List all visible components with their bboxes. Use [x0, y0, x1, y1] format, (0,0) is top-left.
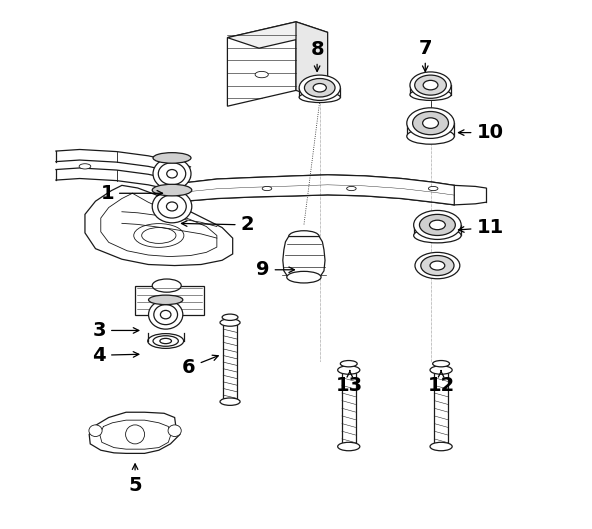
Ellipse shape [158, 163, 186, 185]
Text: 9: 9 [256, 260, 294, 279]
Ellipse shape [153, 158, 191, 189]
Ellipse shape [423, 80, 438, 90]
Ellipse shape [289, 231, 319, 242]
Ellipse shape [262, 186, 272, 190]
Ellipse shape [255, 71, 268, 78]
Ellipse shape [430, 261, 445, 270]
Ellipse shape [299, 75, 340, 101]
Ellipse shape [152, 184, 192, 196]
Ellipse shape [410, 72, 451, 98]
Polygon shape [185, 175, 454, 205]
Text: 8: 8 [310, 40, 324, 71]
Ellipse shape [407, 108, 454, 139]
Ellipse shape [153, 153, 191, 163]
Ellipse shape [154, 305, 178, 325]
Ellipse shape [166, 202, 178, 211]
Ellipse shape [153, 336, 178, 346]
Ellipse shape [167, 169, 177, 178]
Ellipse shape [304, 78, 335, 97]
Ellipse shape [149, 295, 183, 305]
Ellipse shape [340, 361, 357, 367]
Ellipse shape [421, 256, 454, 276]
Ellipse shape [423, 118, 439, 129]
Ellipse shape [152, 279, 181, 292]
Ellipse shape [141, 227, 176, 243]
Polygon shape [296, 22, 327, 101]
Text: 13: 13 [336, 371, 363, 395]
Ellipse shape [313, 84, 326, 92]
Ellipse shape [79, 164, 91, 169]
Text: 5: 5 [128, 464, 142, 495]
Ellipse shape [347, 186, 356, 190]
Ellipse shape [413, 112, 449, 135]
Ellipse shape [220, 319, 240, 326]
Ellipse shape [160, 339, 172, 344]
Polygon shape [227, 22, 296, 106]
Ellipse shape [220, 398, 240, 405]
Text: 11: 11 [458, 218, 504, 237]
Ellipse shape [337, 366, 360, 374]
Text: 2: 2 [182, 215, 254, 234]
Ellipse shape [420, 214, 455, 235]
Ellipse shape [430, 366, 452, 374]
Ellipse shape [287, 271, 321, 283]
Polygon shape [135, 286, 204, 315]
Ellipse shape [168, 425, 181, 436]
Ellipse shape [433, 361, 449, 367]
Polygon shape [283, 236, 325, 277]
Ellipse shape [430, 442, 452, 451]
Ellipse shape [414, 228, 461, 243]
Polygon shape [227, 22, 327, 48]
Ellipse shape [407, 129, 454, 144]
Text: 10: 10 [458, 123, 503, 142]
Text: 12: 12 [427, 371, 455, 395]
Text: 3: 3 [92, 321, 139, 340]
Polygon shape [89, 412, 180, 453]
Ellipse shape [148, 334, 184, 349]
Ellipse shape [152, 190, 192, 223]
Ellipse shape [415, 252, 460, 279]
Ellipse shape [415, 75, 446, 95]
Text: 4: 4 [92, 346, 139, 365]
Ellipse shape [410, 89, 451, 101]
Ellipse shape [149, 300, 183, 329]
Ellipse shape [299, 92, 340, 103]
Ellipse shape [89, 425, 102, 436]
Circle shape [126, 425, 144, 444]
Ellipse shape [429, 220, 445, 230]
Text: 7: 7 [419, 39, 432, 71]
Polygon shape [85, 185, 233, 266]
Ellipse shape [222, 314, 238, 321]
Ellipse shape [134, 224, 184, 248]
Ellipse shape [337, 442, 360, 451]
Ellipse shape [157, 195, 186, 218]
Ellipse shape [414, 211, 461, 240]
Text: 6: 6 [182, 355, 218, 377]
Ellipse shape [429, 186, 438, 190]
Ellipse shape [160, 311, 171, 319]
Text: 1: 1 [101, 184, 163, 203]
